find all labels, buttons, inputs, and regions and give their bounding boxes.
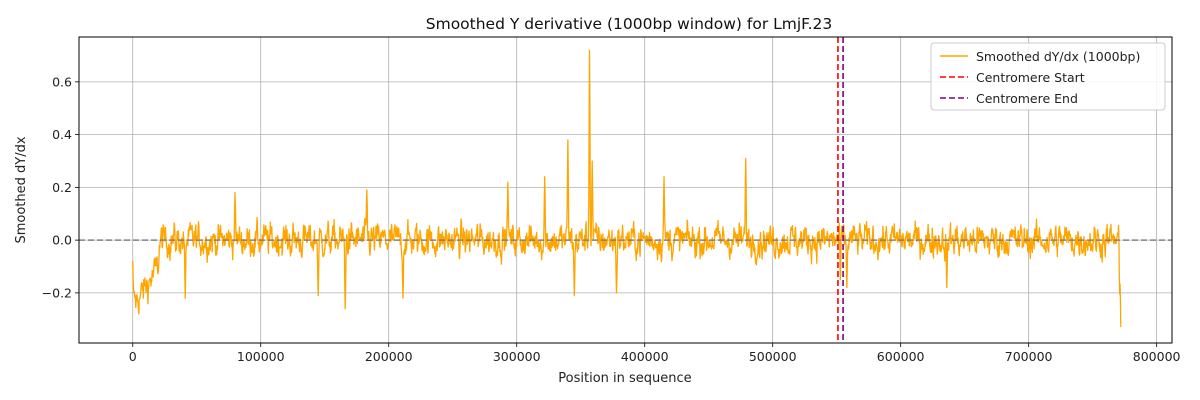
x-tick-label: 600000 xyxy=(877,349,925,364)
x-tick-label: 300000 xyxy=(493,349,541,364)
legend: Smoothed dY/dx (1000bp) Centromere Start… xyxy=(931,43,1165,110)
y-tick-label: 0.2 xyxy=(52,180,72,195)
x-tick-label: 100000 xyxy=(237,349,285,364)
x-tick-label: 500000 xyxy=(749,349,797,364)
x-tick-label: 400000 xyxy=(621,349,669,364)
y-tick-label: 0.0 xyxy=(52,233,72,248)
x-tick-label: 200000 xyxy=(365,349,413,364)
x-axis-label: Position in sequence xyxy=(558,371,691,386)
y-tick-label: 0.6 xyxy=(52,74,72,89)
x-tick-label: 0 xyxy=(129,349,137,364)
y-axis-label: Smoothed dY/dx xyxy=(14,136,29,243)
x-tick-label: 700000 xyxy=(1005,349,1053,364)
legend-label-smoothed: Smoothed dY/dx (1000bp) xyxy=(976,49,1140,64)
y-tick-label: −0.2 xyxy=(42,285,72,300)
legend-label-centromere-end: Centromere End xyxy=(976,91,1078,106)
chart-title: Smoothed Y derivative (1000bp window) fo… xyxy=(426,15,832,33)
legend-label-centromere-start: Centromere Start xyxy=(976,70,1085,85)
y-tick-label: 0.4 xyxy=(52,127,72,142)
x-tick-label: 800000 xyxy=(1133,349,1181,364)
